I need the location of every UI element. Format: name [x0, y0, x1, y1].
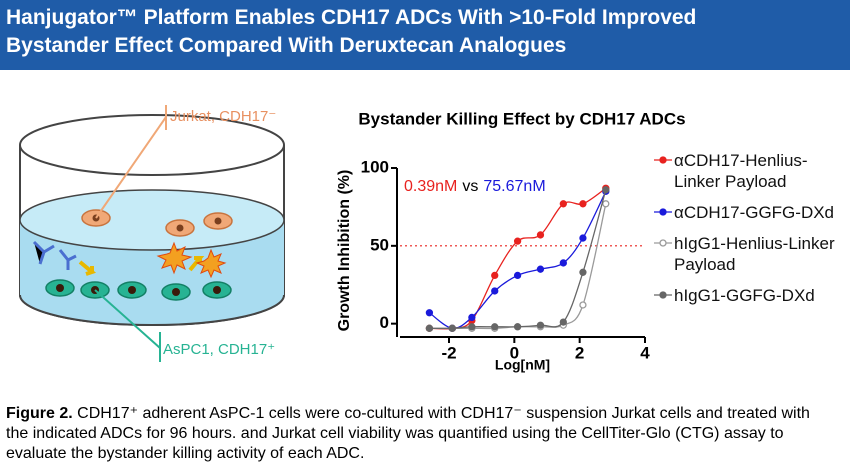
- annotation: 0.39nM: [404, 178, 457, 195]
- annotation: vs: [462, 178, 478, 195]
- data-point: [513, 323, 522, 331]
- legend-swatch: [654, 156, 672, 164]
- legend-item: hIgG1-GGFG-DXd: [652, 285, 842, 306]
- data-point: [579, 268, 587, 276]
- data-point: [559, 318, 567, 326]
- legend-item: αCDH17-GGFG-DXd: [652, 202, 842, 223]
- data-point: [536, 231, 545, 239]
- data-point: [559, 259, 567, 267]
- title-line: Hanjugator™ Platform Enables CDH17 ADCs …: [6, 6, 697, 29]
- legend-label: hIgG1-GGFG-DXd: [674, 286, 815, 305]
- y-tick-label: 0: [380, 313, 389, 332]
- data-point: [536, 321, 545, 329]
- legend-item: αCDH17-Henlius-Linker Payload: [652, 150, 842, 192]
- caption: Figure 2. CDH17⁺ adherent AsPC-1 cells w…: [6, 404, 836, 464]
- data-point: [468, 323, 476, 331]
- caption-label: Figure 2.: [6, 405, 73, 422]
- data-point: [425, 324, 434, 332]
- data-point: [536, 265, 545, 273]
- fit-line: [429, 203, 607, 330]
- legend-label: hIgG1-Henlius-Linker Payload: [674, 234, 835, 274]
- data-point: [579, 200, 587, 208]
- data-point: [425, 309, 434, 317]
- jurkat-label: Jurkat, CDH17⁻: [170, 108, 276, 125]
- data-point: [491, 271, 499, 280]
- legend-marker: [659, 208, 667, 216]
- fit-line: [429, 189, 607, 330]
- x-tick-label: 0: [510, 343, 519, 362]
- data-point: [579, 234, 587, 242]
- legend-marker: [659, 156, 667, 164]
- data-point: [513, 271, 522, 280]
- data-point: [491, 323, 499, 331]
- data-point: [468, 313, 476, 322]
- legend-label: αCDH17-Henlius-Linker Payload: [674, 151, 808, 191]
- chart: Bystander Killing Effect by CDH17 ADCs Gr…: [336, 109, 685, 372]
- legend-swatch: [654, 239, 672, 247]
- x-tick-label: 2: [575, 343, 584, 362]
- caption-text: CDH17⁺ adherent AsPC-1 cells were co-cul…: [6, 405, 810, 462]
- legend-label: αCDH17-GGFG-DXd: [674, 203, 835, 222]
- legend-marker: [659, 239, 667, 247]
- legend: αCDH17-Henlius-Linker Payload αCDH17-GGFG…: [652, 150, 842, 316]
- data-point: [448, 324, 456, 332]
- data-point: [602, 186, 610, 194]
- chart-title: Bystander Killing Effect by CDH17 ADCs: [358, 109, 685, 128]
- data-point: [513, 237, 522, 245]
- annotation: 75.67nM: [483, 178, 545, 195]
- dish-diagram: Jurkat, CDH17⁻ AsPC1, CDH17⁺: [19, 105, 285, 362]
- data-point: [602, 200, 610, 208]
- y-axis-label: Growth Inhibition (%): [336, 170, 353, 332]
- figure: Jurkat, CDH17⁻ AsPC1, CDH17⁺ Bystander K…: [19, 105, 686, 373]
- legend-swatch: [654, 291, 672, 299]
- x-axis-label: Log[nM]: [495, 357, 550, 373]
- y-tick-label: 100: [361, 157, 389, 176]
- aspc1-label: AsPC1, CDH17⁺: [163, 341, 275, 358]
- x-tick-label: 4: [640, 343, 650, 362]
- legend-marker: [659, 291, 667, 299]
- header: Hanjugator™ Platform Enables CDH17 ADCs …: [0, 0, 850, 70]
- fit-line: [429, 187, 607, 330]
- legend-item: hIgG1-Henlius-Linker Payload: [652, 233, 842, 275]
- data-point: [579, 301, 587, 309]
- title-line: Bystander Effect Compared With Deruxteca…: [6, 34, 567, 57]
- data-point: [491, 287, 499, 295]
- y-tick-label: 50: [370, 235, 389, 254]
- legend-swatch: [654, 208, 672, 216]
- data-point: [559, 200, 567, 208]
- fit-line: [429, 191, 607, 329]
- x-tick-label: -2: [441, 343, 456, 362]
